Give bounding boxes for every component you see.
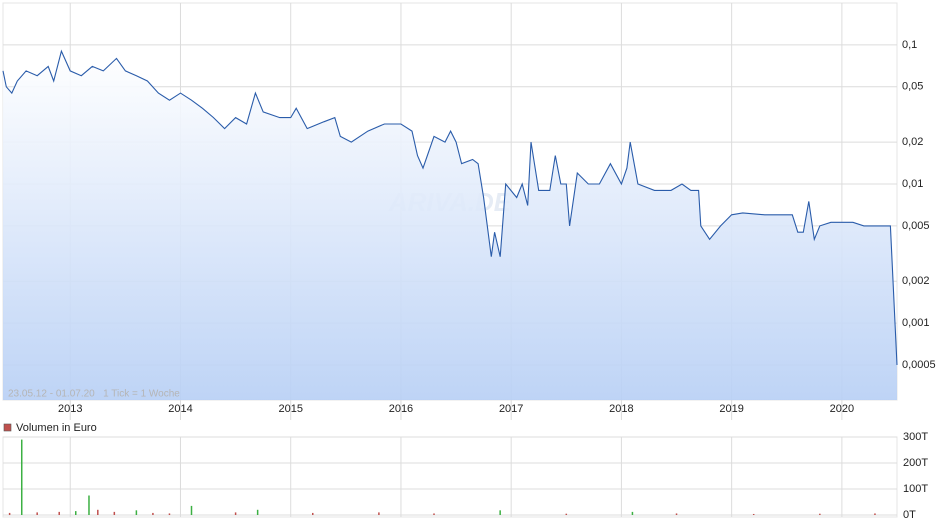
volume-bar xyxy=(874,513,876,515)
volume-bar xyxy=(8,512,11,515)
volume-bar xyxy=(631,511,634,515)
annotation: 23.05.12 - 01.07.20 1 Tick = 1 Woche xyxy=(8,389,180,400)
volume-bar xyxy=(36,512,38,515)
y-tick-label: 0T xyxy=(903,509,916,521)
volume-bar xyxy=(152,512,154,515)
volume-bar xyxy=(58,511,60,515)
y-tick-label: 0,01 xyxy=(902,178,923,190)
price-area xyxy=(3,51,897,400)
volume-bar xyxy=(97,509,99,515)
x-tick-label: 2019 xyxy=(719,403,743,415)
y-tick-label: 0,005 xyxy=(902,220,930,232)
volume-bar xyxy=(312,512,314,515)
volume-bar xyxy=(675,513,678,515)
volume-bar xyxy=(565,513,568,515)
volume-frame xyxy=(2,436,898,518)
y-tick-label: 0,05 xyxy=(902,81,923,93)
volume-bar xyxy=(752,513,755,515)
y-tick-label: 0,002 xyxy=(902,275,930,287)
x-tick-label: 2015 xyxy=(278,403,302,415)
y-tick-label: 0,02 xyxy=(902,136,923,148)
legend-swatch xyxy=(3,423,12,432)
volume-bar xyxy=(168,513,171,515)
volume-bar xyxy=(256,509,259,515)
y-tick-label: 0,0005 xyxy=(902,359,936,371)
volume-bar xyxy=(234,512,237,515)
x-tick-label: 2014 xyxy=(168,403,192,415)
volume-bar xyxy=(135,510,138,515)
x-tick-label: 2013 xyxy=(58,403,82,415)
price-line xyxy=(2,49,898,366)
volume-bar xyxy=(378,512,380,515)
y-tick-label: 0,001 xyxy=(902,317,930,329)
volume-bar xyxy=(433,513,435,515)
y-tick-label: 0,1 xyxy=(902,39,917,51)
legend-label: Volumen in Euro xyxy=(16,422,97,434)
y-tick-label: 300T xyxy=(903,431,928,443)
x-tick-label: 2018 xyxy=(609,403,633,415)
volume-bar xyxy=(75,511,77,515)
volume-bar xyxy=(499,510,501,515)
y-tick-label: 100T xyxy=(903,483,928,495)
volume-bar xyxy=(819,513,821,515)
volume-bar xyxy=(190,505,193,515)
x-tick-label: 2020 xyxy=(830,403,854,415)
y-tick-label: 200T xyxy=(903,457,928,469)
volume-bar xyxy=(20,439,23,515)
volume-bar xyxy=(113,511,116,515)
volume-bar xyxy=(88,495,90,515)
x-tick-label: 2016 xyxy=(389,403,413,415)
x-tick-label: 2017 xyxy=(499,403,523,415)
